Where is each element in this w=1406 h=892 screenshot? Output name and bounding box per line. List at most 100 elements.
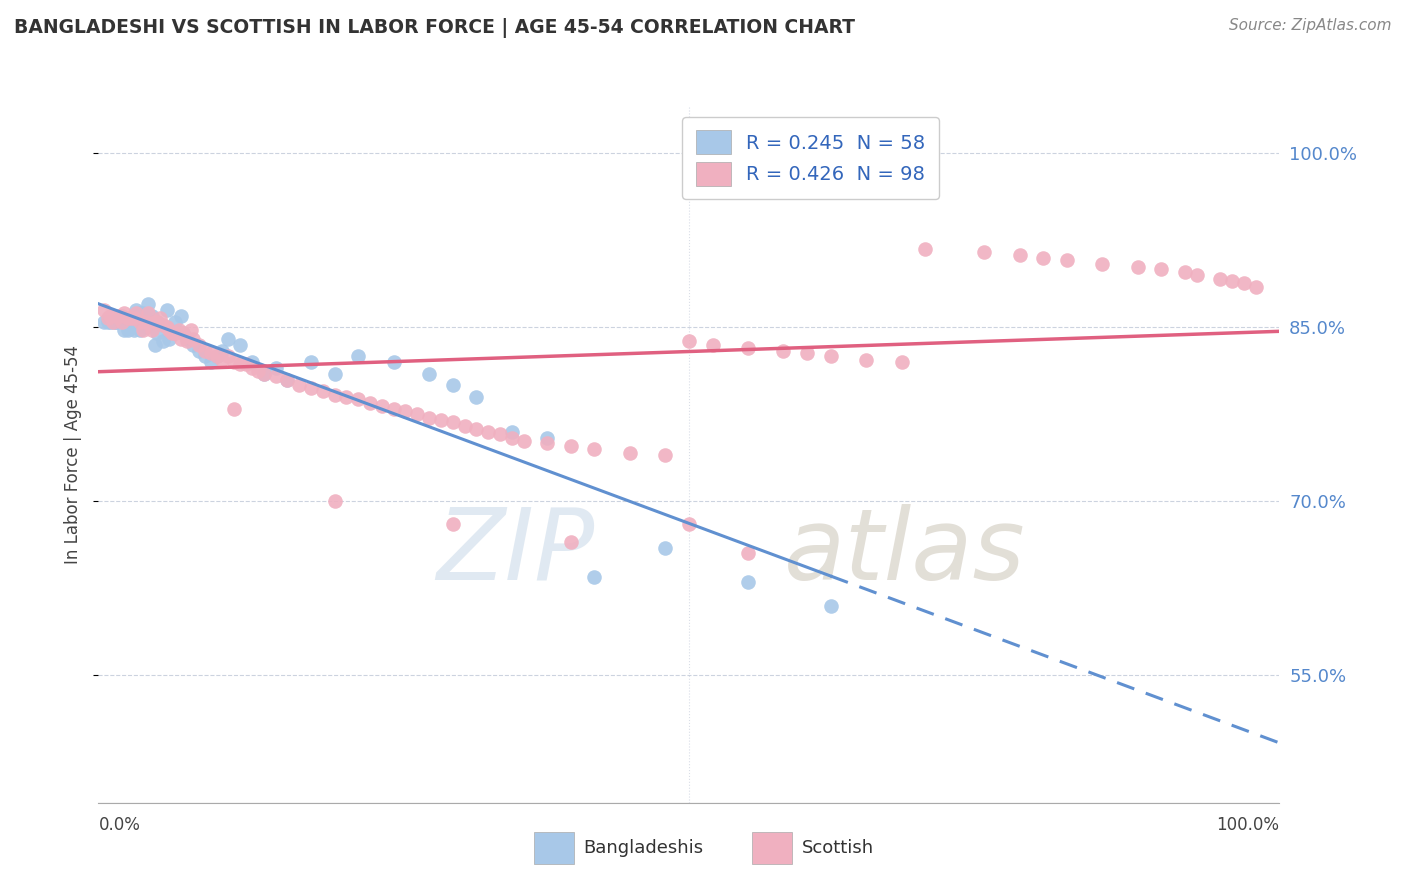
Point <box>1126 260 1149 274</box>
Point <box>181 338 204 352</box>
Point <box>224 401 246 416</box>
Point <box>347 350 370 364</box>
Point <box>1056 253 1078 268</box>
Point <box>132 323 155 337</box>
Point <box>796 346 818 360</box>
Point <box>122 311 145 326</box>
Text: Bangladeshis: Bangladeshis <box>583 838 703 857</box>
Point <box>125 303 148 318</box>
Point <box>101 315 124 329</box>
Y-axis label: In Labor Force | Age 45-54: In Labor Force | Age 45-54 <box>63 345 82 565</box>
Point <box>181 332 204 346</box>
Point <box>264 369 287 384</box>
Text: ZIP: ZIP <box>436 504 595 601</box>
Point <box>143 315 166 329</box>
Point <box>1032 251 1054 265</box>
Point <box>224 355 246 369</box>
Point <box>112 323 135 337</box>
Point <box>229 338 252 352</box>
Point <box>678 517 700 532</box>
Point <box>98 315 121 329</box>
Point <box>536 431 558 445</box>
Point <box>117 323 139 337</box>
Point <box>146 326 169 341</box>
Point <box>136 297 159 311</box>
Point <box>406 407 429 422</box>
Point <box>141 309 163 323</box>
Text: Source: ZipAtlas.com: Source: ZipAtlas.com <box>1229 18 1392 33</box>
Point <box>108 309 131 323</box>
Point <box>820 599 842 613</box>
Point <box>97 315 120 329</box>
Point <box>135 315 157 329</box>
Point <box>176 332 198 346</box>
Point <box>200 355 222 369</box>
Point <box>394 404 416 418</box>
Point <box>157 323 180 337</box>
Point <box>211 343 233 358</box>
Point <box>312 384 335 398</box>
FancyBboxPatch shape <box>534 831 574 863</box>
Point <box>121 311 143 326</box>
Point <box>583 569 606 583</box>
Point <box>465 390 488 404</box>
Point <box>176 334 198 349</box>
Point <box>1174 265 1197 279</box>
Point <box>1008 248 1031 262</box>
Point <box>141 323 163 337</box>
Point <box>200 346 222 360</box>
Point <box>1233 277 1256 291</box>
Point <box>654 541 676 555</box>
Point <box>217 350 239 364</box>
Point <box>187 343 209 358</box>
Point <box>98 309 121 323</box>
Point <box>855 352 877 367</box>
Point <box>560 439 582 453</box>
Point <box>536 436 558 450</box>
Point <box>323 367 346 381</box>
Point <box>121 311 143 326</box>
Point <box>453 419 475 434</box>
Point <box>128 323 150 337</box>
Point <box>122 311 145 326</box>
Point <box>418 367 440 381</box>
Point <box>112 315 135 329</box>
Point <box>105 315 128 329</box>
Point <box>323 387 346 401</box>
Text: atlas: atlas <box>783 504 1025 601</box>
Point <box>619 445 641 459</box>
Point <box>347 392 370 407</box>
Point <box>156 303 179 318</box>
Point <box>583 442 606 457</box>
Point <box>890 355 912 369</box>
Point <box>323 494 346 508</box>
Point <box>240 355 263 369</box>
Point <box>477 425 499 439</box>
Point <box>240 361 263 376</box>
Text: 0.0%: 0.0% <box>98 816 141 834</box>
Point <box>820 350 842 364</box>
Point <box>101 315 124 329</box>
Point <box>253 367 276 381</box>
Point <box>772 343 794 358</box>
Point <box>235 358 257 372</box>
Point <box>112 306 135 320</box>
Point <box>1185 268 1208 282</box>
Point <box>217 332 239 346</box>
Point <box>172 326 194 341</box>
Point <box>501 425 523 439</box>
Point <box>172 326 194 341</box>
Point <box>136 306 159 320</box>
Point <box>512 434 534 448</box>
Point <box>335 390 357 404</box>
Point <box>108 309 131 323</box>
Point <box>111 315 134 329</box>
Point <box>465 422 488 436</box>
Point <box>430 413 453 427</box>
Point <box>914 242 936 256</box>
Point <box>111 309 134 323</box>
Point <box>737 341 759 355</box>
Point <box>1091 257 1114 271</box>
Point <box>973 244 995 259</box>
Point <box>143 338 166 352</box>
